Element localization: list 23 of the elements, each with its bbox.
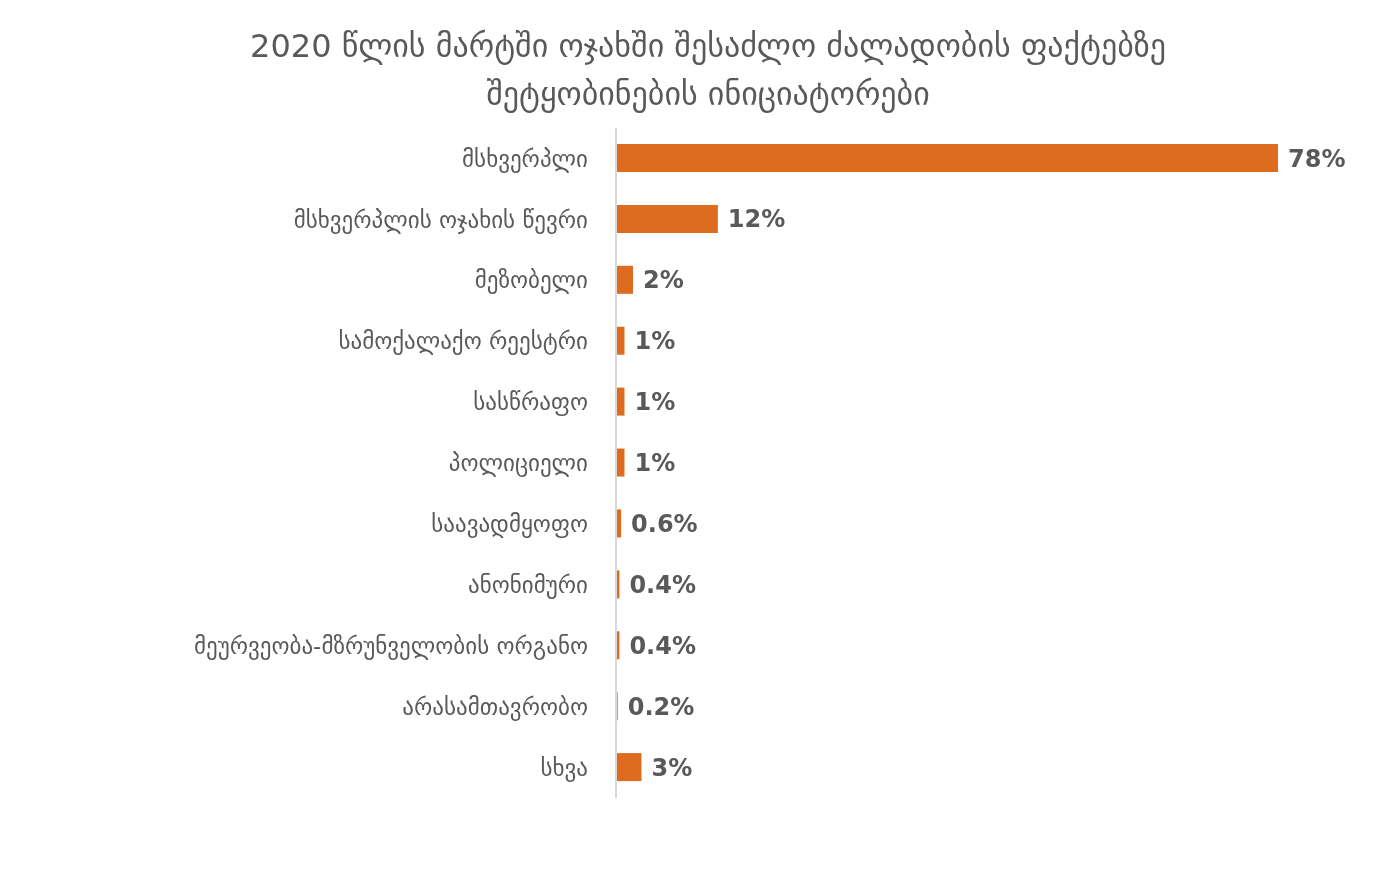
chart-title: 2020 წლის მარტში ოჯახში შესაძლო ძალადობის ფაქტებზე შეტყობინების ინიციატორები <box>249 26 1167 115</box>
y-tick-label: ანონიმური <box>468 571 588 599</box>
y-tick-label: პოლიციელი <box>448 450 588 478</box>
y-tick-label: სასწრაფო <box>473 389 588 417</box>
data-label: 0.4% <box>629 570 696 599</box>
data-label: 1% <box>634 388 676 417</box>
data-label: 12% <box>727 205 786 234</box>
y-tick-label: საავადმყოფო <box>431 511 588 539</box>
y-tick-label: მეზობელი <box>474 267 588 295</box>
data-label: 0.2% <box>627 692 695 721</box>
y-tick-label: სამოქალაქო რეესტრი <box>338 328 588 356</box>
data-label: 0.6% <box>631 509 698 538</box>
data-label: 0.4% <box>629 631 696 660</box>
y-tick-label: მსხვერპლი <box>462 145 588 173</box>
data-label: 3% <box>651 753 693 782</box>
y-tick-label: მსხვერპლის ოჯახის წევრი <box>293 206 588 234</box>
data-label: 1% <box>634 327 676 356</box>
y-tick-label: მეურვეობა-მზრუნველობის ორგანო <box>193 632 588 660</box>
y-tick-label: სხვა <box>540 754 588 782</box>
y-tick-label: არასამთავრობო <box>402 693 588 721</box>
data-label: 2% <box>642 266 684 295</box>
data-label: 78% <box>1288 144 1346 173</box>
data-label: 1% <box>634 449 676 478</box>
